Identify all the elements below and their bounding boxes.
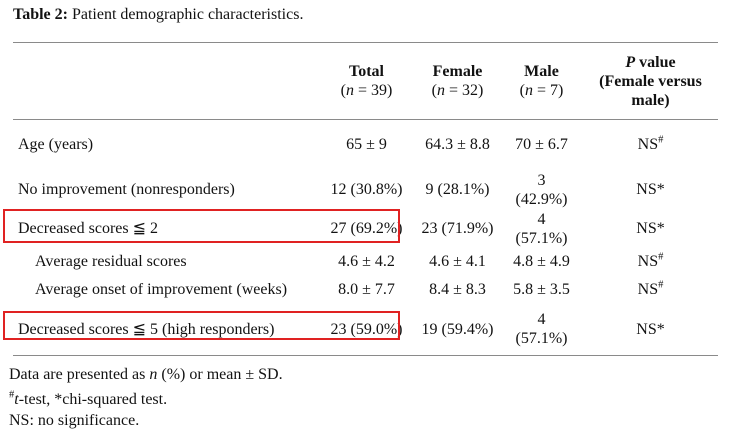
table-number: Table 2: [13,6,68,23]
cell-male: 3 (42.9%) [515,171,568,208]
header-male: Male (n = 7) [500,43,583,120]
table-footnotes: Data are presented as n (%) or mean ± SD… [9,364,283,431]
footnote-ns: NS: no significance. [9,412,140,429]
header-empty [13,43,318,120]
cell-total: 8.0 ± 7.7 [338,281,395,298]
footnote-tests: #t-test, *chi-squared test. [9,389,168,408]
row-label: Average residual scores [35,253,187,270]
header-total-n: (n = 39) [340,82,393,99]
cell-male: 4.8 ± 4.9 [513,253,570,270]
footnote-data-presentation: Data are presented as n (%) or mean ± SD… [9,366,283,383]
header-female: Female (n = 32) [415,43,500,120]
row-label: No improvement (nonresponders) [18,181,235,198]
header-pvalue-title: P value [625,53,676,71]
table-row-decreased-5: Decreased scores ≦ 5 (high responders) 2… [13,304,718,356]
row-label: Decreased scores ≦ 5 (high responders) [18,320,275,338]
header-male-n: (n = 7) [519,82,564,99]
table-title: Table 2: Patient demographic characteris… [13,6,303,24]
cell-pvalue: NS# [637,251,664,270]
table-row-residual-scores: Average residual scores 4.6 ± 4.2 4.6 ± … [13,248,718,276]
cell-female: 19 (59.4%) [421,320,494,338]
cell-pvalue: NS* [636,220,665,237]
table-row-onset-improvement: Average onset of improvement (weeks) 8.0… [13,276,718,304]
cell-female: 4.6 ± 4.1 [429,253,486,270]
cell-total: 65 ± 9 [346,136,387,154]
cell-female: 8.4 ± 8.3 [429,281,486,298]
table-row-age: Age (years) 65 ± 9 64.3 ± 8.8 70 ± 6.7 N… [13,120,718,170]
cell-total: 23 (59.0%) [330,320,403,338]
cell-total: 4.6 ± 4.2 [338,253,395,270]
row-label: Age (years) [18,136,94,154]
cell-pvalue: NS* [636,320,665,338]
header-pvalue: P value (Female versus male) [583,43,718,120]
header-total: Total (n = 39) [318,43,415,120]
cell-male: 4 (57.1%) [515,210,568,247]
demographics-table: Total (n = 39) Female (n = 32) Male (n =… [13,42,718,356]
row-label: Decreased scores ≦ 2 [18,220,159,237]
header-total-title: Total [349,63,384,80]
cell-female: 23 (71.9%) [421,220,494,237]
header-male-title: Male [524,63,559,80]
cell-pvalue: NS# [637,279,664,298]
cell-pvalue: NS* [636,181,665,198]
header-female-title: Female [432,63,483,80]
header-female-n: (n = 32) [431,82,484,99]
cell-male: 70 ± 6.7 [515,136,568,154]
table-row-nonresponders: No improvement (nonresponders) 12 (30.8%… [13,170,718,210]
cell-female: 64.3 ± 8.8 [425,136,490,154]
cell-total: 12 (30.8%) [330,181,403,198]
cell-pvalue: NS# [637,134,664,154]
header-pvalue-line2: (Female versus [599,72,702,90]
header-pvalue-line3: male) [631,91,670,109]
cell-female: 9 (28.1%) [425,181,490,198]
row-label: Average onset of improvement (weeks) [35,281,288,298]
table-caption: Patient demographic characteristics. [67,6,304,23]
header-row: Total (n = 39) Female (n = 32) Male (n =… [13,43,718,120]
cell-total: 27 (69.2%) [330,220,403,237]
table-row-decreased-2: Decreased scores ≦ 2 27 (69.2%) 23 (71.9… [13,210,718,248]
cell-male: 5.8 ± 3.5 [513,281,570,298]
cell-male: 4 (57.1%) [515,311,568,348]
